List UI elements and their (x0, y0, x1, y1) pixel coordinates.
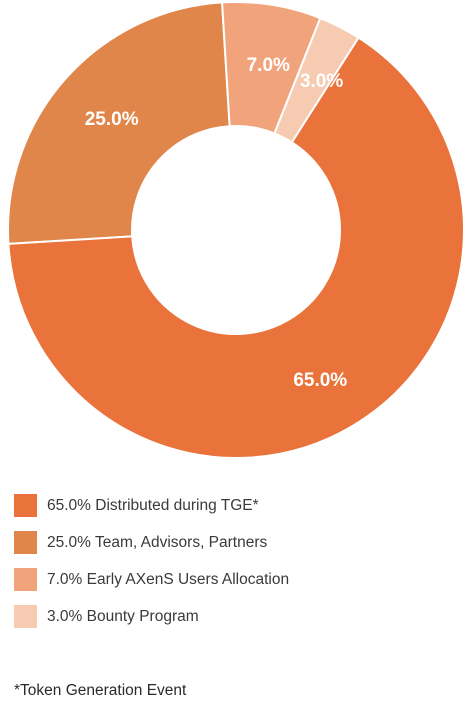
slice-team (7, 1, 231, 245)
legend-label-team: 25.0% Team, Advisors, Partners (47, 533, 268, 551)
slice-label-bounty: 3.0% (300, 71, 343, 92)
chart-legend: 65.0% Distributed during TGE* 25.0% Team… (14, 487, 454, 635)
legend-item-tge: 65.0% Distributed during TGE* (14, 487, 454, 524)
legend-label-early-users: 7.0% Early AXenS Users Allocation (47, 570, 290, 588)
slice-label-early-users: 7.0% (247, 55, 290, 76)
legend-swatch-early-users (14, 568, 37, 591)
legend-item-bounty: 3.0% Bounty Program (14, 598, 454, 635)
legend-item-team: 25.0% Team, Advisors, Partners (14, 524, 454, 561)
legend-label-tge: 65.0% Distributed during TGE* (47, 496, 259, 514)
legend-swatch-bounty (14, 605, 37, 628)
donut-chart: 65.0% 25.0% 7.0% 3.0% (7, 1, 465, 459)
slice-tge (7, 36, 465, 459)
legend-item-early-users: 7.0% Early AXenS Users Allocation (14, 561, 454, 598)
legend-swatch-tge (14, 494, 37, 517)
slice-label-team: 25.0% (85, 109, 139, 130)
legend-swatch-team (14, 531, 37, 554)
legend-label-bounty: 3.0% Bounty Program (47, 607, 199, 625)
footnote: *Token Generation Event (14, 682, 187, 699)
slice-label-tge: 65.0% (293, 370, 347, 391)
